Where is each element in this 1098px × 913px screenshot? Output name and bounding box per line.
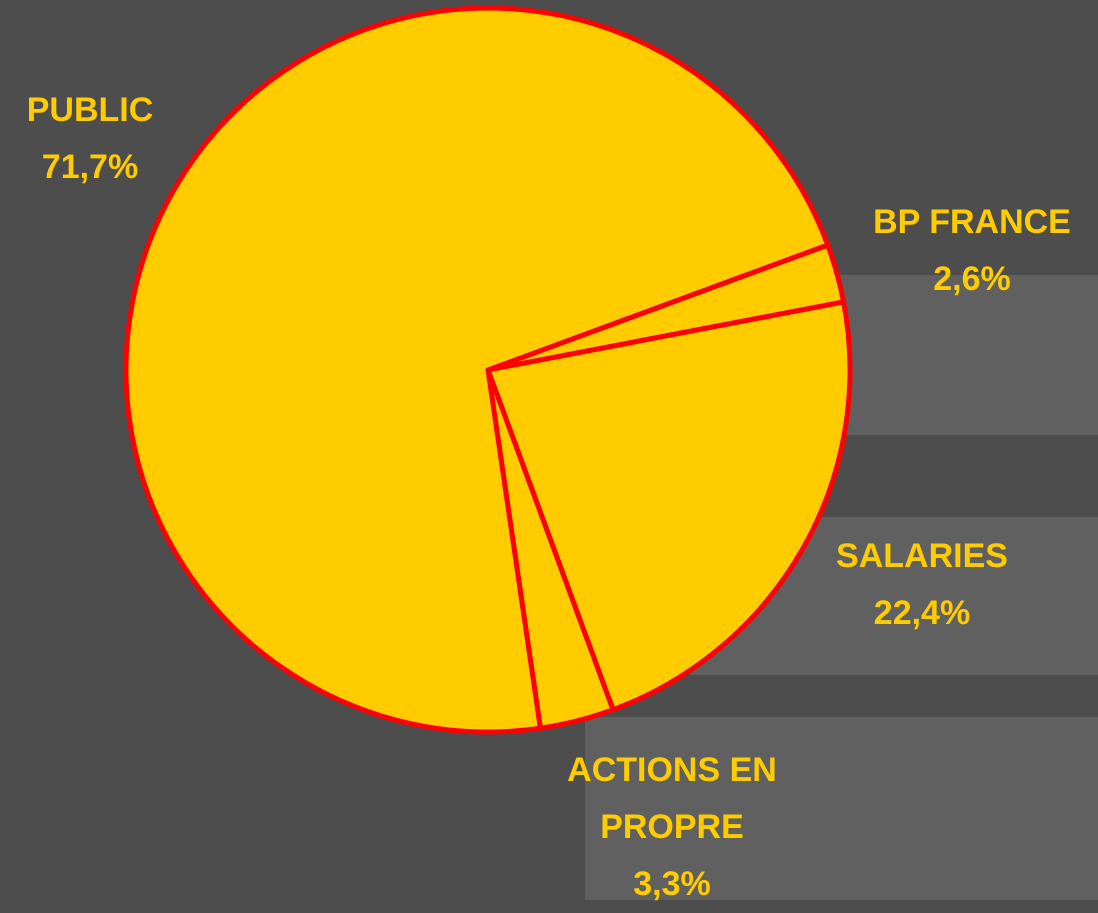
- slice-label: BP FRANCE 2,6%: [772, 194, 1098, 308]
- pie-slice: [485, 299, 853, 713]
- value-label: 22,4%: [873, 594, 971, 632]
- panel: [840, 275, 1098, 435]
- value-label: 2,6%: [933, 260, 1011, 298]
- category-label: SALARIES: [836, 537, 1008, 575]
- category-label: BP FRANCE: [873, 203, 1071, 241]
- pie-slice: [123, 5, 831, 735]
- slice-label: SALARIES 22,4%: [722, 528, 1098, 642]
- slice-label: PUBLIC 71,7%: [0, 82, 240, 196]
- category-label: ACTIONS EN PROPRE: [567, 751, 777, 846]
- value-label: 71,7%: [41, 148, 139, 186]
- slice-label: ACTIONS EN PROPRE 3,3%: [537, 742, 807, 913]
- category-label: PUBLIC: [26, 91, 154, 129]
- value-label: 3,3%: [633, 865, 711, 903]
- panel: [585, 717, 1098, 900]
